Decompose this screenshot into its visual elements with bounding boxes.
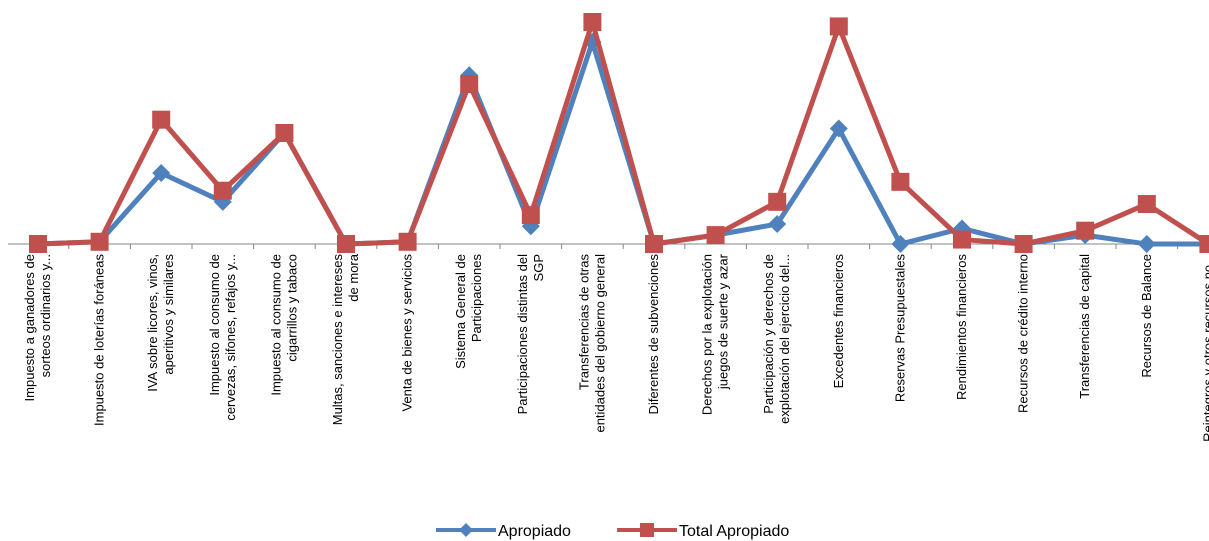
x-tick-label: Impuesto al consumo decigarrillos y taba… <box>268 254 299 396</box>
data-point-total-apropiado <box>1137 195 1156 214</box>
x-axis-tick-labels: Impuesto a ganadores desorteos ordinario… <box>22 253 1209 442</box>
data-point-total-apropiado <box>1014 235 1033 253</box>
data-point-total-apropiado <box>521 206 540 225</box>
series-line-total-apropiado <box>35 19 1209 247</box>
data-point-apropiado <box>891 235 910 253</box>
data-point-apropiado <box>829 119 848 138</box>
data-point-total-apropiado <box>583 13 602 31</box>
x-tick-label: Sistema General deParticipaciones <box>453 254 484 369</box>
data-point-total-apropiado <box>90 232 109 251</box>
x-tick-label: IVA sobre licores, vinos,aperitivos y si… <box>145 254 176 392</box>
x-tick-label: Multas, sanciones e interesesde mora <box>330 253 361 425</box>
data-point-total-apropiado <box>953 230 971 249</box>
x-tick-label: Excedentes financieros <box>831 254 846 389</box>
data-point-total-apropiado <box>1076 221 1095 240</box>
legend-marker-apropiado <box>459 523 473 537</box>
x-axis-ticks <box>68 244 1179 249</box>
x-tick-label: Reservas Presupuestales <box>892 254 907 403</box>
data-point-total-apropiado <box>829 17 848 36</box>
data-point-total-apropiado <box>891 172 910 191</box>
legend-item-apropiado: Apropiado <box>436 523 571 540</box>
data-point-apropiado <box>768 215 787 234</box>
legend-label-apropiado: Apropiado <box>498 523 571 540</box>
data-point-total-apropiado <box>645 235 663 253</box>
data-point-apropiado <box>152 163 171 182</box>
data-point-apropiado <box>1137 235 1156 253</box>
legend-item-total-apropiado: Total Apropiado <box>617 523 789 540</box>
x-tick-label: Transferencias de otrasentidades del gob… <box>576 254 607 433</box>
data-point-total-apropiado <box>152 110 171 129</box>
x-tick-label: Venta de bienes y servicios <box>400 254 415 412</box>
x-tick-label: Derechos por la explotaciónjuegos de sue… <box>700 253 731 415</box>
x-tick-label: Impuesto a ganadores desorteos ordinario… <box>22 254 53 401</box>
series-apropiado <box>29 32 1209 253</box>
data-point-total-apropiado <box>398 232 417 251</box>
data-point-total-apropiado <box>1199 235 1209 253</box>
x-tick-label: Rendimientos financieros <box>954 254 969 400</box>
x-tick-label: Recursos de crédito interno <box>1016 254 1031 413</box>
series-layer <box>29 13 1209 253</box>
x-tick-label: Participación y derechos deexplotación d… <box>761 254 792 424</box>
data-point-total-apropiado <box>275 124 294 142</box>
series-line-apropiado <box>35 39 1209 247</box>
x-tick-label: Participaciones distintas delSGP <box>515 254 546 415</box>
legend-marker-total-apropiado <box>640 523 654 537</box>
data-point-total-apropiado <box>213 181 232 200</box>
x-tick-label: Recursos de Balance <box>1139 254 1154 378</box>
data-point-total-apropiado <box>460 75 479 94</box>
x-tick-label: Impuesto al consumo decervezas, sifones,… <box>207 254 238 421</box>
x-tick-label: Impuesto de loterías foráneas <box>92 254 107 426</box>
x-tick-label: Reintegros y otros recursos no... <box>1200 254 1209 442</box>
x-tick-label: Transferencias de capital <box>1077 254 1092 399</box>
data-point-total-apropiado <box>706 226 725 245</box>
legend: Apropiado Total Apropiado <box>436 523 789 540</box>
series-total-apropiado <box>29 13 1209 253</box>
data-point-total-apropiado <box>337 235 355 253</box>
legend-label-total-apropiado: Total Apropiado <box>679 523 789 540</box>
plot-area: Impuesto a ganadores desorteos ordinario… <box>8 13 1209 442</box>
data-point-total-apropiado <box>29 235 47 253</box>
data-point-total-apropiado <box>768 192 787 211</box>
x-tick-label: Diferentes de subvenciones <box>646 254 661 415</box>
